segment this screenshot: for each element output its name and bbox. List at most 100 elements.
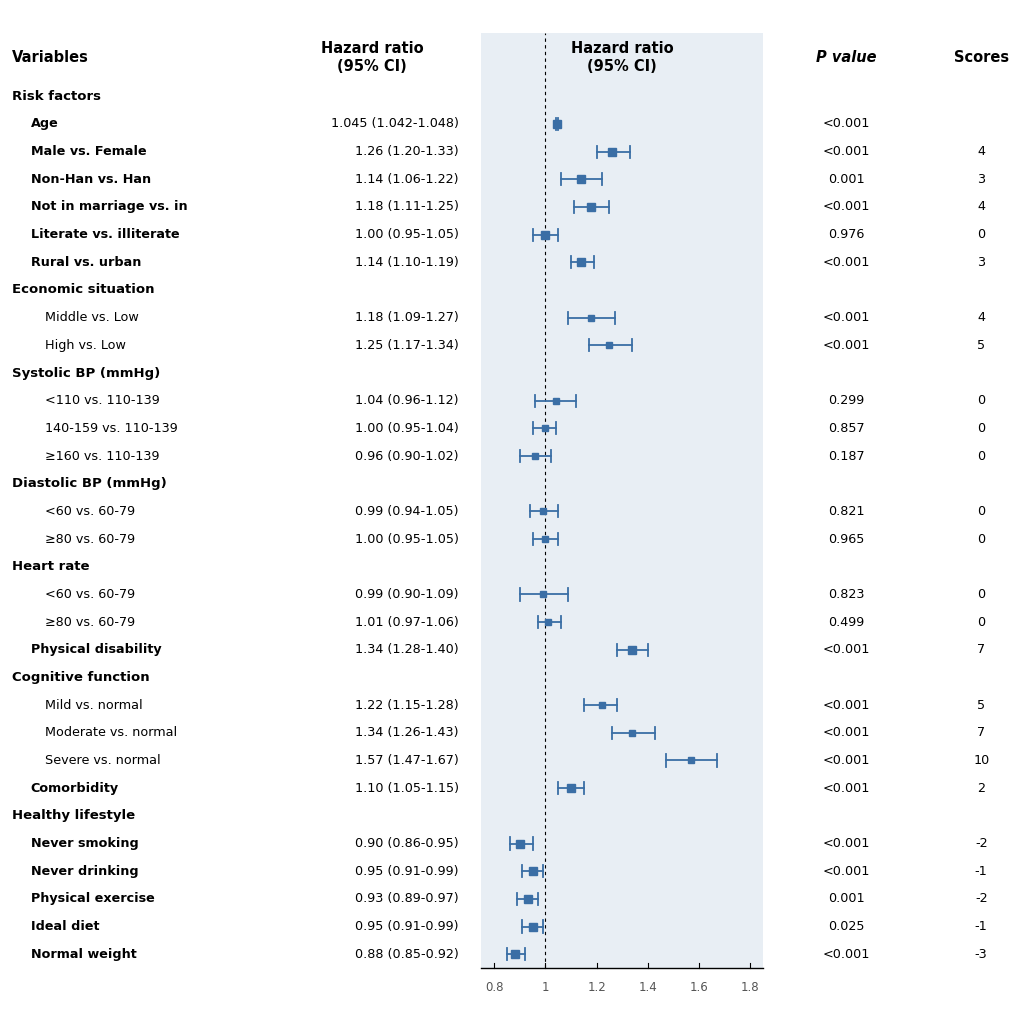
Text: 3: 3 [976,256,984,269]
Text: Never smoking: Never smoking [31,837,139,850]
Text: 1.26 (1.20-1.33): 1.26 (1.20-1.33) [355,145,459,158]
Text: 0.965: 0.965 [827,533,864,545]
Text: 0.976: 0.976 [827,228,864,242]
Text: 1.4: 1.4 [638,981,656,995]
Text: Severe vs. normal: Severe vs. normal [45,754,160,767]
Text: 1.8: 1.8 [740,981,759,995]
Text: ≥80 vs. 60-79: ≥80 vs. 60-79 [45,533,135,545]
Text: 1.6: 1.6 [689,981,707,995]
Text: Mild vs. normal: Mild vs. normal [45,699,143,711]
Text: Ideal diet: Ideal diet [31,920,99,933]
Text: Risk factors: Risk factors [12,90,101,103]
Text: 5: 5 [976,699,984,711]
Text: Moderate vs. normal: Moderate vs. normal [45,727,177,740]
Text: 0.857: 0.857 [827,422,864,435]
Text: 5: 5 [976,339,984,352]
Text: 0: 0 [976,504,984,518]
Text: Rural vs. urban: Rural vs. urban [31,256,141,269]
Text: 0: 0 [976,615,984,629]
Text: 0.821: 0.821 [827,504,864,518]
Text: <0.001: <0.001 [822,699,869,711]
Text: Non-Han vs. Han: Non-Han vs. Han [31,173,151,185]
Text: 0.187: 0.187 [827,449,864,463]
Text: Literate vs. illiterate: Literate vs. illiterate [31,228,179,242]
Text: Middle vs. Low: Middle vs. Low [45,311,139,324]
Text: 4: 4 [976,201,984,213]
Text: -2: -2 [974,893,986,905]
Text: 1.57 (1.47-1.67): 1.57 (1.47-1.67) [355,754,459,767]
Text: <60 vs. 60-79: <60 vs. 60-79 [45,504,135,518]
Text: <60 vs. 60-79: <60 vs. 60-79 [45,588,135,601]
Text: 1.25 (1.17-1.34): 1.25 (1.17-1.34) [355,339,459,352]
Text: 0.823: 0.823 [827,588,864,601]
Text: 7: 7 [976,727,984,740]
Text: Normal weight: Normal weight [31,948,137,961]
Text: 1.18 (1.11-1.25): 1.18 (1.11-1.25) [355,201,459,213]
Text: <0.001: <0.001 [822,865,869,877]
Text: Economic situation: Economic situation [12,283,155,297]
Text: 140-159 vs. 110-139: 140-159 vs. 110-139 [45,422,177,435]
Text: <0.001: <0.001 [822,311,869,324]
Text: 0: 0 [976,449,984,463]
Text: Age: Age [31,117,58,130]
Text: High vs. Low: High vs. Low [45,339,125,352]
Text: Never drinking: Never drinking [31,865,139,877]
Text: <0.001: <0.001 [822,948,869,961]
Text: 7: 7 [976,643,984,656]
Text: Diastolic BP (mmHg): Diastolic BP (mmHg) [12,477,167,490]
Text: Variables: Variables [12,50,89,65]
Text: 0: 0 [976,533,984,545]
Text: 0.99 (0.94-1.05): 0.99 (0.94-1.05) [356,504,459,518]
Text: 0.299: 0.299 [827,394,864,408]
Text: <0.001: <0.001 [822,782,869,795]
Text: Physical disability: Physical disability [31,643,161,656]
Text: -1: -1 [974,920,986,933]
Text: Scores: Scores [953,50,1008,65]
Bar [481,33,762,968]
Text: <110 vs. 110-139: <110 vs. 110-139 [45,394,160,408]
Text: Systolic BP (mmHg): Systolic BP (mmHg) [12,367,160,379]
Text: 1.14 (1.06-1.22): 1.14 (1.06-1.22) [356,173,459,185]
Text: 4: 4 [976,145,984,158]
Text: 0.95 (0.91-0.99): 0.95 (0.91-0.99) [356,920,459,933]
Text: 0.001: 0.001 [827,893,864,905]
Text: -1: -1 [974,865,986,877]
Text: 4: 4 [976,311,984,324]
Text: 0.025: 0.025 [827,920,864,933]
Text: <0.001: <0.001 [822,643,869,656]
Text: Hazard ratio
(95% CI): Hazard ratio (95% CI) [571,41,673,74]
Text: P value: P value [815,50,876,65]
Text: ≥160 vs. 110-139: ≥160 vs. 110-139 [45,449,159,463]
Text: 1.04 (0.96-1.12): 1.04 (0.96-1.12) [356,394,459,408]
Text: 1.34 (1.26-1.43): 1.34 (1.26-1.43) [356,727,459,740]
Text: -3: -3 [974,948,986,961]
Text: 0.88 (0.85-0.92): 0.88 (0.85-0.92) [355,948,459,961]
Text: <0.001: <0.001 [822,117,869,130]
Text: 0.99 (0.90-1.09): 0.99 (0.90-1.09) [356,588,459,601]
Text: 1.34 (1.28-1.40): 1.34 (1.28-1.40) [355,643,459,656]
Text: 1.00 (0.95-1.05): 1.00 (0.95-1.05) [355,228,459,242]
Text: 3: 3 [976,173,984,185]
Text: <0.001: <0.001 [822,837,869,850]
Text: 1.10 (1.05-1.15): 1.10 (1.05-1.15) [355,782,459,795]
Text: 0: 0 [976,394,984,408]
Text: 0: 0 [976,228,984,242]
Text: <0.001: <0.001 [822,754,869,767]
Text: Not in marriage vs. in: Not in marriage vs. in [31,201,187,213]
Text: 0.96 (0.90-1.02): 0.96 (0.90-1.02) [356,449,459,463]
Text: <0.001: <0.001 [822,201,869,213]
Text: Hazard ratio
(95% CI): Hazard ratio (95% CI) [321,41,423,74]
Text: 1.18 (1.09-1.27): 1.18 (1.09-1.27) [355,311,459,324]
Text: 1.2: 1.2 [587,981,605,995]
Text: Healthy lifestyle: Healthy lifestyle [12,809,136,822]
Text: ≥80 vs. 60-79: ≥80 vs. 60-79 [45,615,135,629]
Text: <0.001: <0.001 [822,256,869,269]
Text: 0.499: 0.499 [827,615,864,629]
Text: <0.001: <0.001 [822,727,869,740]
Text: <0.001: <0.001 [822,339,869,352]
Text: 1.00 (0.95-1.04): 1.00 (0.95-1.04) [355,422,459,435]
Text: Heart rate: Heart rate [12,560,90,574]
Text: 0.93 (0.89-0.97): 0.93 (0.89-0.97) [355,893,459,905]
Text: 0.95 (0.91-0.99): 0.95 (0.91-0.99) [356,865,459,877]
Text: 0.90 (0.86-0.95): 0.90 (0.86-0.95) [355,837,459,850]
